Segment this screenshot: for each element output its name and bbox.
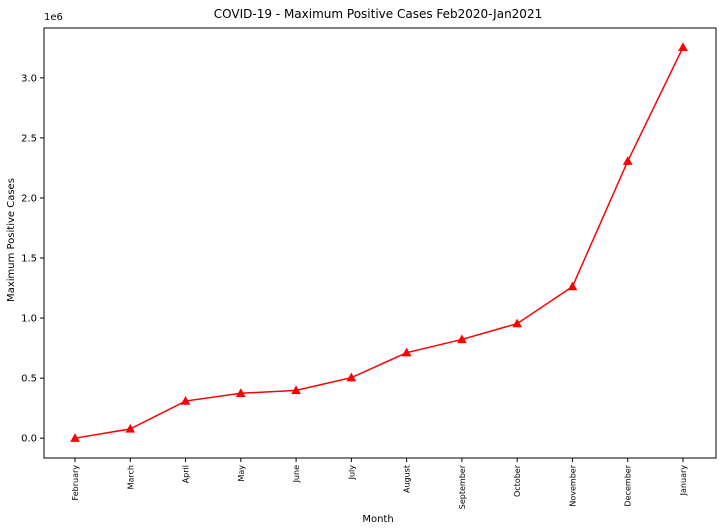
x-tick-label: January (679, 465, 688, 497)
x-tick-label: November (568, 464, 577, 506)
data-point (235, 388, 246, 397)
data-point (401, 347, 412, 357)
data-point (622, 156, 633, 165)
x-tick-label: March (126, 465, 135, 489)
data-point (346, 372, 357, 382)
y-tick-label: 0.5 (21, 374, 37, 385)
y-axis-label: Maximum Positive Cases (6, 178, 17, 302)
data-point (512, 318, 523, 328)
x-tick-label: December (624, 464, 633, 506)
data-point (678, 42, 688, 52)
data-point (457, 334, 467, 344)
x-tick-label: September (458, 464, 467, 509)
data-point (567, 281, 578, 291)
data-point (180, 396, 191, 405)
y-tick-label: 2.5 (21, 133, 37, 144)
x-tick-label: July (347, 465, 356, 481)
x-tick-label: May (237, 465, 246, 482)
data-point (291, 385, 301, 395)
y-axis-multiplier: 1e6 (44, 12, 63, 23)
x-tick-label: June (292, 465, 301, 484)
y-tick-label: 0.0 (21, 434, 37, 445)
x-tick-label: April (182, 465, 191, 483)
y-tick-label: 1.0 (21, 314, 37, 325)
data-point (125, 423, 136, 433)
x-axis-label: Month (362, 514, 393, 525)
plot-frame (43, 27, 717, 459)
chart-title: COVID-19 - Maximum Positive Cases Feb202… (214, 7, 542, 21)
x-tick-label: February (71, 465, 80, 501)
x-tick-label: October (513, 464, 522, 497)
x-tick-label: August (403, 465, 412, 493)
y-tick-label: 2.0 (21, 193, 37, 204)
y-tick-label: 3.0 (21, 73, 37, 84)
y-tick-label: 1.5 (21, 254, 37, 265)
data-point (70, 433, 80, 442)
series-line (74, 47, 684, 439)
